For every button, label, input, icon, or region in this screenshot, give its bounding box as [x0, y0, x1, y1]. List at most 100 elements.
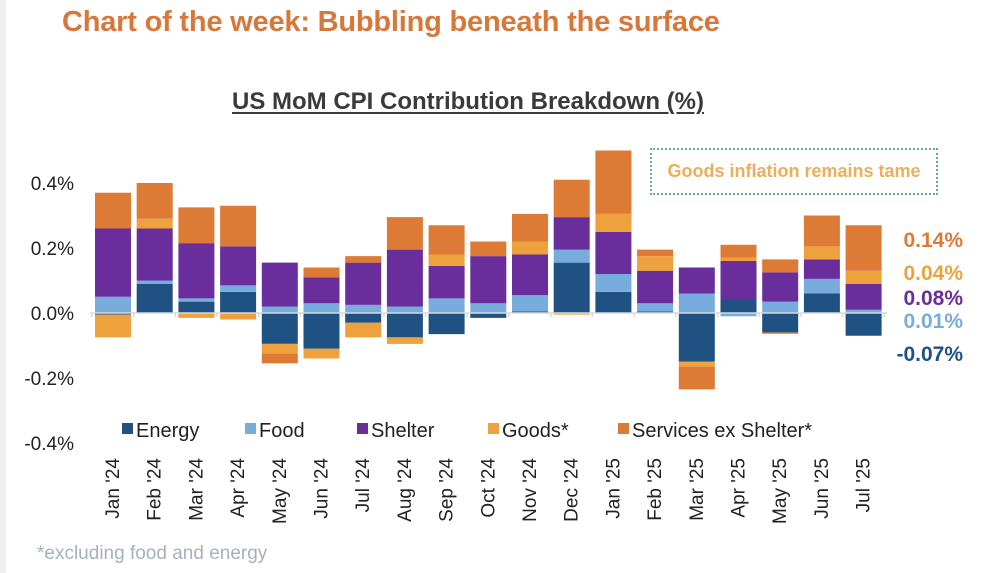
x-tick-label: May '25	[770, 458, 791, 524]
bar-segment-food	[261, 306, 298, 313]
bar-group	[803, 215, 840, 313]
legend-item: Energy	[122, 420, 199, 442]
bar-segment-services-ex-shelter	[220, 205, 257, 247]
x-tick-label: Apr '24	[228, 458, 249, 518]
bar-segment-services-ex-shelter	[678, 366, 715, 390]
bar-segment-energy	[845, 313, 882, 336]
bar-segment-food	[303, 303, 340, 313]
x-tick-label: Apr '25	[729, 458, 750, 518]
bar-segment-energy	[553, 262, 590, 313]
y-tick-label: 0.0%	[31, 304, 74, 325]
bar-segment-food	[637, 303, 674, 312]
bar-segment-goods	[261, 343, 298, 354]
bar-segment-shelter	[595, 231, 632, 274]
latest-value-label: 0.04%	[903, 262, 963, 285]
bar-segment-energy	[136, 283, 173, 313]
y-tick-label: -0.4%	[24, 434, 74, 455]
bar-group	[470, 241, 507, 318]
bar-segment-food	[136, 280, 173, 284]
bar-segment-services-ex-shelter	[803, 215, 840, 247]
x-tick-label: Mar '24	[186, 458, 207, 521]
x-tick-label: Jun '24	[312, 458, 333, 519]
bar-group	[345, 256, 382, 338]
legend-item: Services ex Shelter*	[618, 420, 812, 442]
bar-segment-energy	[762, 313, 799, 333]
x-tick-label: Aug '24	[395, 458, 416, 522]
bar-segment-energy	[470, 313, 507, 318]
bar-segment-shelter	[95, 228, 131, 297]
bar-segment-energy	[95, 313, 131, 315]
bar-group	[637, 249, 674, 313]
bar-segment-energy	[720, 300, 757, 313]
legend-swatch	[618, 423, 629, 434]
bar-segment-goods	[803, 246, 840, 260]
x-tick-label: Sep '24	[437, 458, 458, 522]
bar-group	[303, 267, 340, 359]
bar-segment-goods	[762, 332, 799, 335]
bar-segment-food	[845, 309, 882, 313]
legend-label: Services ex Shelter*	[632, 420, 812, 442]
legend-label: Shelter	[371, 420, 435, 442]
bar-segment-goods	[303, 348, 340, 359]
bar-segment-shelter	[803, 259, 840, 279]
bar-segment-goods	[512, 241, 548, 255]
x-axis	[90, 312, 888, 317]
bar-group	[678, 267, 715, 390]
bar-group	[261, 262, 298, 364]
bar-segment-food	[386, 306, 423, 313]
bar-segment-services-ex-shelter	[470, 241, 507, 257]
bar-segment-food	[762, 301, 799, 313]
bar-segment-goods	[678, 361, 715, 367]
x-tick-label: May '24	[270, 458, 291, 524]
bar-group	[95, 192, 131, 338]
bar-group	[178, 207, 215, 318]
legend-label: Goods*	[502, 420, 569, 442]
y-axis: 0.4% 0.2% 0.0% -0.2% -0.4%	[24, 174, 74, 455]
latest-value-label: 0.08%	[903, 287, 963, 310]
bar-segment-services-ex-shelter	[345, 256, 382, 263]
bar-segment-shelter	[720, 261, 757, 300]
x-tick-label: Jul '25	[854, 458, 875, 512]
left-border	[0, 0, 6, 573]
bar-segment-shelter	[678, 267, 715, 294]
bar-segment-goods	[345, 322, 382, 338]
bar-segment-shelter	[553, 217, 590, 250]
bar-segment-shelter	[845, 283, 882, 310]
bar-segment-shelter	[345, 262, 382, 305]
bar-segment-energy	[303, 313, 340, 349]
bar-group	[136, 183, 173, 313]
bar-group	[512, 213, 548, 313]
bar-segment-shelter	[178, 243, 215, 299]
bar-segment-services-ex-shelter	[178, 207, 215, 244]
bar-segment-food	[470, 303, 507, 313]
bar-segment-services-ex-shelter	[386, 217, 423, 250]
bar-segment-goods	[386, 337, 423, 344]
x-tick-label: Jan '25	[603, 458, 624, 519]
bar-segment-goods	[595, 213, 632, 232]
bar-segment-services-ex-shelter	[720, 244, 757, 258]
latest-value-labels: 0.14% 0.04%0.08%0.01% -0.07%	[896, 229, 963, 366]
bar-segment-services-ex-shelter	[845, 225, 882, 271]
bar-segment-services-ex-shelter	[95, 192, 131, 229]
bar-segment-energy	[428, 313, 465, 335]
headline: Chart of the week: Bubbling beneath the …	[62, 6, 720, 38]
bar-segment-shelter	[220, 246, 257, 286]
bar-segment-services-ex-shelter	[512, 213, 548, 242]
bar-segment-shelter	[762, 272, 799, 302]
x-tick-label: Mar '25	[687, 458, 708, 521]
y-tick-label: 0.2%	[31, 239, 74, 260]
bar-segment-food	[553, 249, 590, 263]
bar-segment-energy	[637, 311, 674, 313]
bar-segment-food	[428, 298, 465, 313]
bar-segment-energy	[803, 293, 840, 313]
latest-value-label: 0.14%	[903, 229, 963, 252]
bar-segment-goods	[637, 256, 674, 271]
bar-segment-shelter	[386, 249, 423, 307]
latest-value-label: 0.01%	[903, 310, 963, 333]
bar-segment-food	[178, 298, 215, 302]
bar-group	[845, 225, 882, 336]
bar-group	[386, 217, 423, 344]
latest-value-label: -0.07%	[896, 343, 963, 366]
x-tick-label: Nov '24	[520, 458, 541, 522]
